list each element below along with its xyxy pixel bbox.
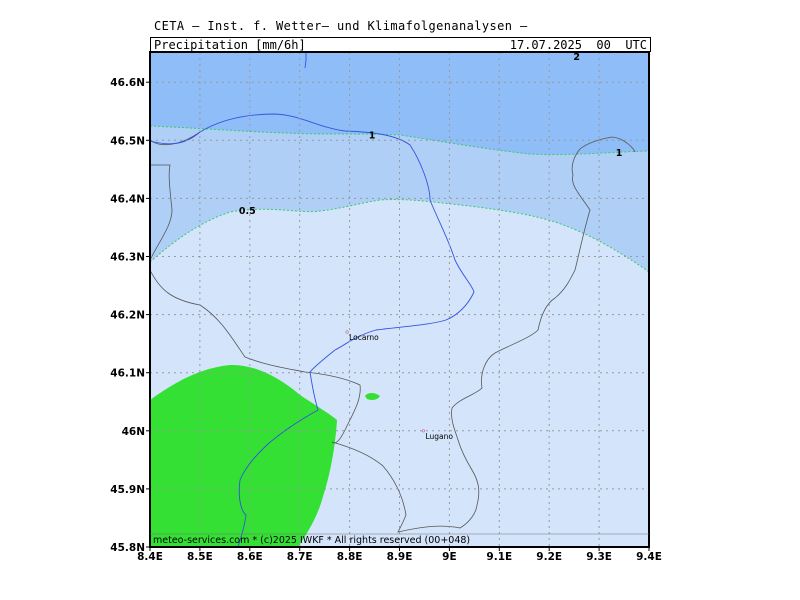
lon-tick-label: 9.4E — [636, 551, 662, 563]
contour-line-0-5 — [150, 199, 649, 273]
lon-tick-label: 9.1E — [486, 551, 512, 563]
contour-label: 0.5 — [239, 206, 256, 217]
contour-label: 1 — [616, 148, 623, 159]
lon-tick-label: 8.6E — [237, 551, 263, 563]
contour-labels: 0.5 1 1 2 — [239, 52, 622, 217]
contour-label: 2 — [573, 52, 580, 63]
river — [304, 52, 307, 69]
contour-label: 1 — [369, 130, 376, 141]
lat-tick-label: 46.5N — [110, 135, 145, 147]
lat-tick-label: 46.3N — [110, 252, 145, 264]
lat-lon-grid — [150, 52, 649, 547]
city-label: Locarno — [349, 333, 379, 342]
lat-tick-label: 46.6N — [110, 77, 145, 89]
footer-credit: meteo-services.com * (c)2025 IWKF * All … — [153, 535, 470, 546]
lon-tick-label: 8.5E — [187, 551, 213, 563]
lat-tick-label: 46.4N — [110, 193, 145, 205]
city-markers: Locarno Lugano — [345, 330, 453, 441]
lon-tick-label: 8.8E — [337, 551, 363, 563]
longitude-axis: 8.4E 8.5E 8.6E 8.7E 8.8E 8.9E 9E 9.1E 9.2E 9.3E 9.… — [137, 547, 662, 563]
valid-time: 17.07.2025 00 UTC — [509, 38, 647, 52]
precip-field-green — [150, 364, 337, 547]
institution-header: CETA — Inst. f. Wetter— und Klimafolgena… — [154, 19, 528, 33]
lat-tick-label: 46.2N — [110, 310, 145, 322]
lat-tick-label: 46N — [122, 426, 145, 438]
city-marker-icon — [421, 429, 426, 433]
city-marker-icon — [345, 330, 349, 334]
country-border — [150, 164, 173, 261]
lon-tick-label: 9.2E — [536, 551, 562, 563]
lon-tick-label: 8.7E — [287, 551, 313, 563]
lon-tick-label: 8.9E — [387, 551, 413, 563]
lon-tick-label: 9.3E — [586, 551, 612, 563]
contour-line-1 — [150, 125, 649, 156]
lat-tick-label: 46.1N — [110, 368, 145, 380]
lat-tick-label: 45.9N — [110, 484, 145, 496]
parameter-title: Precipitation_[mm/6h] — [154, 38, 306, 52]
lon-tick-label: 8.4E — [137, 551, 163, 563]
river — [150, 113, 475, 547]
lon-tick-label: 9E — [442, 551, 456, 563]
precip-spot-green — [365, 393, 380, 400]
country-border — [150, 136, 636, 533]
lat-tick-label: 45.8N — [110, 542, 145, 554]
city-label: Lugano — [425, 432, 453, 441]
precip-field-1-to-2 — [150, 52, 649, 155]
latitude-axis: 45.8N 45.9N 46N 46.1N 46.2N 46.3N 46.4N 46.5N 46… — [110, 77, 150, 554]
title-bar: Precipitation_[mm/6h] 17.07.2025 00 UTC — [150, 37, 651, 52]
